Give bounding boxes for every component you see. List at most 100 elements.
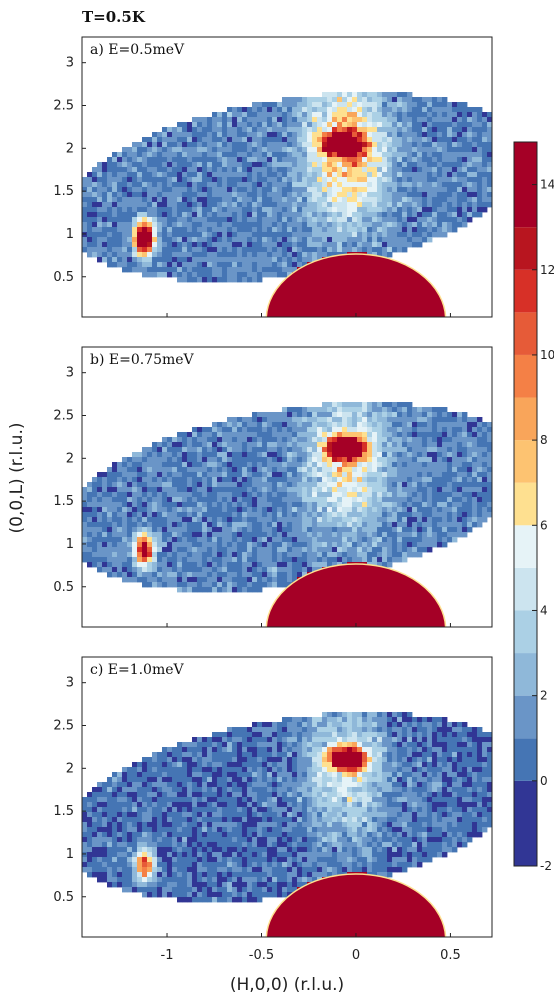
heatmap-cell — [222, 437, 228, 443]
heatmap-cell — [147, 237, 153, 243]
heatmap-cell — [352, 147, 358, 153]
heatmap-cell — [162, 227, 168, 233]
heatmap-cell — [242, 277, 248, 283]
heatmap-cell — [132, 512, 138, 518]
heatmap-cell — [317, 437, 323, 443]
heatmap-cell — [372, 247, 378, 253]
heatmap-cell — [417, 222, 423, 228]
heatmap-cell — [377, 202, 383, 208]
heatmap-cell — [217, 457, 223, 463]
heatmap-cell — [467, 107, 473, 113]
heatmap-cell — [157, 452, 163, 458]
heatmap-cell — [482, 157, 488, 163]
heatmap-cell — [182, 472, 188, 478]
heatmap-cell — [232, 197, 238, 203]
heatmap-cell — [157, 502, 163, 508]
heatmap-cell — [337, 122, 343, 128]
heatmap-cell — [192, 277, 198, 283]
heatmap-cell — [307, 567, 313, 573]
heatmap-cell — [107, 552, 113, 558]
heatmap-cell — [252, 247, 258, 253]
heatmap-cell — [392, 402, 398, 408]
heatmap-cell — [322, 187, 328, 193]
heatmap-cell — [407, 232, 413, 238]
heatmap-cell — [402, 197, 408, 203]
heatmap-cell — [477, 132, 483, 138]
heatmap-cell — [132, 267, 138, 273]
heatmap-cell — [272, 562, 278, 568]
heatmap-cell — [447, 107, 453, 113]
heatmap-cell — [257, 262, 263, 268]
heatmap-cell — [137, 502, 143, 508]
heatmap-cell — [147, 212, 153, 218]
heatmap-cell — [427, 162, 433, 168]
heatmap-cell — [147, 197, 153, 203]
heatmap-cell — [412, 217, 418, 223]
heatmap-cell — [152, 227, 158, 233]
heatmap-cell — [237, 467, 243, 473]
heatmap-cell — [257, 152, 263, 158]
heatmap-cell — [347, 97, 353, 103]
heatmap-cell — [257, 562, 263, 568]
heatmap-cell — [397, 187, 403, 193]
heatmap-cells — [82, 402, 492, 593]
heatmap-cell — [352, 182, 358, 188]
heatmap-cell — [302, 192, 308, 198]
heatmap-cell — [397, 162, 403, 168]
heatmap-cell — [462, 477, 468, 483]
heatmap-cell — [437, 142, 443, 148]
heatmap-cell — [307, 222, 313, 228]
heatmap-cell — [107, 247, 113, 253]
heatmap-cell — [432, 212, 438, 218]
heatmap-cell — [362, 472, 368, 478]
heatmap-cell — [252, 112, 258, 118]
heatmap-cell — [157, 257, 163, 263]
heatmap-cell — [402, 557, 408, 563]
heatmap-cell — [217, 502, 223, 508]
heatmap-cell — [427, 412, 433, 418]
heatmap-cell — [157, 132, 163, 138]
heatmap-cell — [132, 262, 138, 268]
heatmap-cell — [182, 437, 188, 443]
heatmap-cell — [282, 572, 288, 578]
heatmap-cell — [292, 132, 298, 138]
heatmap-cell — [347, 167, 353, 173]
heatmap-cell — [137, 262, 143, 268]
heatmap-cell — [252, 557, 258, 563]
heatmap-cell — [437, 537, 443, 543]
heatmap-cell — [402, 207, 408, 213]
heatmap-cell — [332, 132, 338, 138]
heatmap-cell — [482, 197, 488, 203]
heatmap-cell — [342, 132, 348, 138]
heatmap-cell — [97, 242, 103, 248]
heatmap-cell — [332, 442, 338, 448]
heatmap-cell — [417, 482, 423, 488]
heatmap-cell — [167, 437, 173, 443]
heatmap-cell — [387, 187, 393, 193]
heatmap-cell — [387, 242, 393, 248]
heatmap-cell — [457, 212, 463, 218]
heatmap-cell — [262, 112, 268, 118]
heatmap-cell — [412, 547, 418, 553]
heatmap-cell — [352, 502, 358, 508]
heatmap-cell — [242, 507, 248, 513]
heatmap-cell — [92, 492, 98, 498]
heatmap-cell — [162, 517, 168, 523]
heatmap-cell — [277, 462, 283, 468]
heatmap-cell — [317, 432, 323, 438]
heatmap-cell — [252, 137, 258, 143]
heatmap-cell — [197, 427, 203, 433]
heatmap-cell — [437, 137, 443, 143]
heatmap-cell — [457, 457, 463, 463]
heatmap-cell — [272, 112, 278, 118]
heatmap-cell — [212, 247, 218, 253]
heatmap-cell — [202, 137, 208, 143]
heatmap-cell — [112, 172, 118, 178]
heatmap-cell — [397, 557, 403, 563]
heatmap-cell — [377, 502, 383, 508]
heatmap-cell — [307, 517, 313, 523]
heatmap-cell — [222, 172, 228, 178]
heatmap-cell — [417, 172, 423, 178]
heatmap-cell — [267, 552, 273, 558]
heatmap-cell — [362, 477, 368, 483]
